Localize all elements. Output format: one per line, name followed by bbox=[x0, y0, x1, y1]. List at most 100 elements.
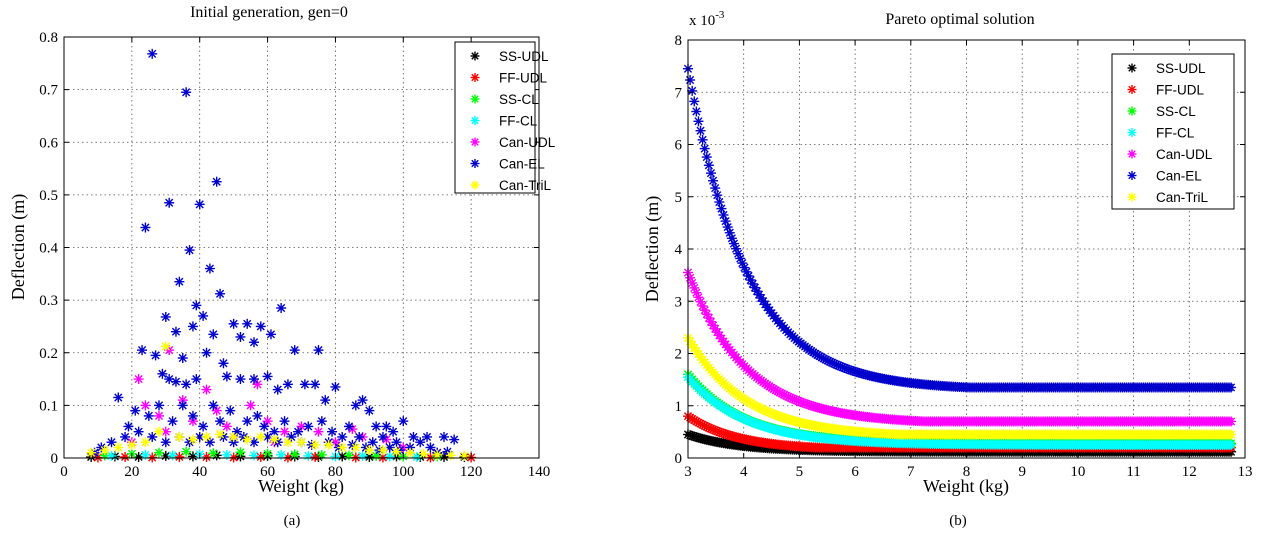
data-point bbox=[286, 431, 297, 442]
data-point bbox=[377, 452, 388, 463]
x-tick-label: 9 bbox=[1018, 464, 1026, 480]
data-point bbox=[699, 143, 710, 154]
legend-marker bbox=[470, 94, 480, 104]
legend-marker bbox=[1127, 63, 1137, 73]
data-point bbox=[174, 431, 185, 442]
data-point bbox=[398, 416, 409, 427]
data-point bbox=[177, 353, 188, 364]
data-point bbox=[316, 416, 327, 427]
data-point bbox=[316, 449, 327, 460]
x-tick-label: 80 bbox=[328, 464, 343, 480]
data-point bbox=[198, 310, 209, 321]
data-point bbox=[695, 125, 706, 136]
legend-marker bbox=[1127, 128, 1137, 137]
data-point bbox=[693, 116, 704, 127]
data-point bbox=[371, 421, 382, 432]
x-tick-label: 4 bbox=[740, 464, 748, 480]
legend-marker bbox=[470, 73, 480, 82]
data-point bbox=[687, 85, 698, 96]
data-point bbox=[232, 426, 243, 437]
chart-b-xlabel: Weight (kg) bbox=[923, 476, 1009, 497]
data-point bbox=[714, 197, 725, 208]
legend-marker bbox=[470, 180, 480, 190]
data-point bbox=[211, 176, 222, 187]
legend-marker bbox=[470, 137, 480, 147]
x-tick-label: 20 bbox=[124, 464, 139, 480]
data-point bbox=[181, 379, 192, 390]
data-point bbox=[184, 245, 195, 256]
data-point bbox=[691, 106, 702, 117]
y-tick-label: 0 bbox=[51, 451, 59, 467]
legend-label: FF-CL bbox=[1156, 126, 1195, 141]
data-point bbox=[313, 426, 324, 437]
data-point bbox=[310, 379, 321, 390]
chart-b-y-exponent-base: x 10 bbox=[689, 13, 715, 29]
data-point bbox=[459, 450, 470, 461]
data-point bbox=[160, 437, 171, 448]
data-point bbox=[313, 345, 324, 356]
data-point bbox=[157, 368, 168, 379]
data-point bbox=[228, 431, 239, 442]
data-point bbox=[712, 190, 723, 201]
y-tick-label: 0.5 bbox=[39, 188, 58, 204]
data-point bbox=[708, 175, 719, 186]
data-point bbox=[99, 445, 110, 456]
data-point bbox=[140, 437, 151, 448]
data-point bbox=[228, 318, 239, 329]
legend-marker bbox=[470, 51, 480, 61]
y-tick-label: 3 bbox=[675, 294, 683, 310]
data-point bbox=[221, 421, 232, 432]
data-point bbox=[377, 445, 388, 456]
data-point bbox=[133, 374, 144, 385]
y-tick-label: 0.8 bbox=[39, 30, 58, 46]
legend-label: FF-UDL bbox=[499, 71, 547, 86]
x-tick-label: 0 bbox=[60, 464, 68, 480]
chart-b-y-exponent: x 10-3 bbox=[689, 9, 725, 29]
data-point bbox=[201, 384, 212, 395]
data-point bbox=[249, 450, 259, 461]
data-point bbox=[276, 303, 287, 314]
data-point bbox=[364, 405, 375, 416]
data-point bbox=[262, 416, 273, 427]
data-point bbox=[215, 416, 226, 427]
data-point bbox=[697, 134, 708, 145]
chart-a-ticks: 0 20 40 60 80 100 120 140 0 0.1 0.2 0.3 0.4 0.5 0.6 0.7… bbox=[39, 30, 550, 480]
data-point bbox=[106, 437, 117, 448]
data-point bbox=[126, 439, 137, 450]
data-point bbox=[445, 450, 456, 461]
data-point bbox=[154, 447, 164, 458]
data-point bbox=[293, 426, 304, 437]
data-point bbox=[143, 410, 154, 421]
data-point bbox=[208, 400, 219, 411]
data-point bbox=[242, 434, 253, 445]
x-tick-label: 6 bbox=[851, 464, 859, 480]
x-tick-label: 7 bbox=[907, 464, 915, 480]
data-point bbox=[113, 442, 124, 453]
data-point bbox=[262, 371, 273, 382]
x-tick-label: 40 bbox=[192, 464, 207, 480]
legend-marker bbox=[1127, 192, 1137, 202]
data-point bbox=[191, 374, 202, 385]
x-tick-label: 12 bbox=[1182, 464, 1197, 480]
chart-b-title: Pareto optimal solution bbox=[885, 11, 1034, 28]
data-point bbox=[350, 442, 361, 453]
data-point bbox=[211, 405, 222, 416]
y-tick-label: 8 bbox=[675, 33, 683, 49]
data-point bbox=[265, 329, 276, 340]
x-tick-label: 100 bbox=[392, 464, 415, 480]
data-point bbox=[276, 449, 287, 460]
data-point bbox=[150, 350, 161, 361]
data-point bbox=[330, 381, 341, 392]
data-point bbox=[310, 451, 321, 462]
data-point bbox=[689, 96, 700, 107]
y-tick-label: 6 bbox=[675, 138, 683, 154]
data-point bbox=[120, 431, 131, 442]
data-point bbox=[354, 431, 365, 442]
data-point bbox=[350, 400, 361, 411]
chart-a-legend: SS-UDL FF-UDL SS-CL FF-CL Can-UDL Can-EL Can-T… bbox=[454, 41, 556, 194]
data-point bbox=[422, 431, 433, 442]
y-tick-label: 0.4 bbox=[39, 241, 58, 257]
x-tick-label: 3 bbox=[684, 464, 692, 480]
data-point bbox=[289, 345, 300, 356]
